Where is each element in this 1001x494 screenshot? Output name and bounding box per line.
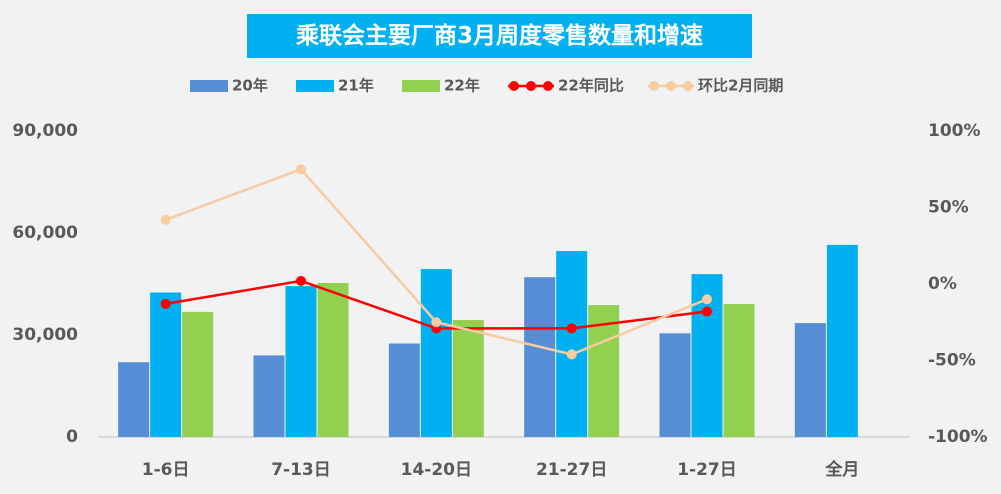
legend-marker (683, 81, 693, 91)
x-tick-label: 7-13日 (271, 460, 331, 480)
bar (420, 269, 452, 437)
bar (317, 282, 349, 437)
legend-label: 环比2月同期 (698, 77, 783, 95)
legend-marker (526, 81, 536, 91)
line-marker (702, 306, 712, 317)
legend-label: 22年 (444, 77, 480, 95)
x-tick-label: 14-20日 (401, 460, 472, 480)
legend-marker (509, 81, 519, 91)
legend-label: 22年同比 (558, 77, 624, 95)
bar (794, 323, 826, 437)
y2-tick-label: -100% (928, 427, 988, 447)
line-marker (566, 349, 577, 360)
bar (588, 305, 620, 437)
bar (182, 311, 214, 437)
legend-swatch (296, 80, 334, 92)
y2-tick-label: 0% (928, 274, 957, 294)
y-tick-label: 90,000 (12, 121, 78, 141)
chart-title: 乘联会主要厂商3月周度零售数量和增速 (247, 14, 752, 58)
bar (118, 362, 150, 437)
bar (285, 286, 317, 437)
bar (556, 251, 588, 437)
x-tick-label: 1-6日 (142, 460, 190, 480)
line-marker (566, 323, 577, 334)
line-marker (431, 317, 442, 328)
legend-swatch (402, 80, 440, 92)
line-marker (160, 298, 171, 309)
y-tick-label: 30,000 (12, 325, 78, 345)
bar (826, 244, 858, 437)
line-marker (296, 164, 306, 175)
y2-tick-label: -50% (928, 351, 976, 371)
bar (253, 355, 285, 437)
legend-marker (543, 81, 553, 91)
y-tick-label: 0 (66, 427, 78, 447)
legend-label: 20年 (232, 77, 268, 95)
legend-swatch (190, 80, 228, 92)
bar (388, 343, 420, 437)
bar (452, 320, 484, 437)
bar (524, 277, 556, 437)
x-tick-label: 21-27日 (536, 460, 607, 480)
y2-tick-label: 100% (928, 121, 981, 141)
line-marker (160, 214, 171, 225)
line-marker (296, 275, 306, 286)
bar (659, 333, 691, 437)
legend-marker (666, 81, 676, 91)
y2-tick-label: 50% (928, 198, 969, 218)
legend-marker (649, 81, 659, 91)
bar (150, 292, 182, 437)
legend-label: 21年 (338, 77, 374, 95)
bar (723, 304, 755, 437)
x-tick-label: 全月 (824, 459, 859, 480)
y-tick-label: 60,000 (12, 223, 78, 243)
x-tick-label: 1-27日 (677, 460, 737, 480)
line-marker (702, 294, 712, 305)
